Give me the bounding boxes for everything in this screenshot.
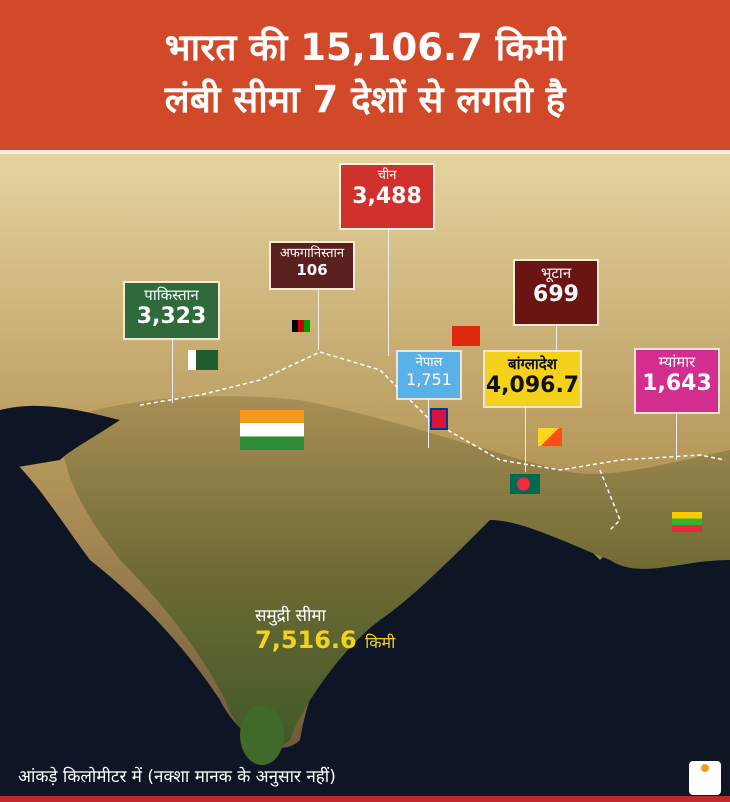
leader-line — [172, 338, 173, 403]
leader-line — [676, 412, 677, 460]
dainik-bhaskar-logo — [689, 761, 721, 795]
leader-line — [525, 406, 526, 472]
bangladesh-flag-icon — [510, 474, 540, 494]
label-nepal: नेपाल 1,751 — [398, 352, 460, 398]
header-banner — [0, 0, 730, 150]
afghanistan-flag-icon — [292, 320, 310, 332]
myanmar-flag-icon — [672, 512, 702, 532]
bottom-bar — [0, 796, 730, 802]
leader-line — [388, 228, 389, 356]
pakistan-flag-icon — [188, 350, 218, 370]
india-flag-icon — [240, 410, 304, 450]
label-bhutan: भूटान 699 — [515, 261, 597, 324]
nepal-flag-icon — [430, 408, 448, 430]
footnote: आंकड़े किलोमीटर में (नक्शा मानक के अनुसा… — [18, 767, 336, 787]
leader-line — [428, 398, 429, 448]
label-bangladesh: बांग्लादेश 4,096.7 — [485, 352, 580, 406]
label-afghanistan: अफगानिस्तान 106 — [271, 243, 353, 288]
leader-line — [318, 288, 319, 350]
china-flag-icon — [452, 326, 480, 346]
bhutan-flag-icon — [538, 428, 562, 446]
page-title: भारत की 15,106.7 किमी लंबी सीमा 7 देशों … — [164, 26, 566, 121]
label-pakistan: पाकिस्तान 3,323 — [125, 283, 218, 338]
leader-line — [556, 324, 557, 354]
sea-border: समुद्री सीमा 7,516.6 किमी — [255, 606, 396, 654]
label-china: चीन 3,488 — [341, 165, 433, 228]
label-myanmar: म्यांमार 1,643 — [636, 350, 718, 412]
